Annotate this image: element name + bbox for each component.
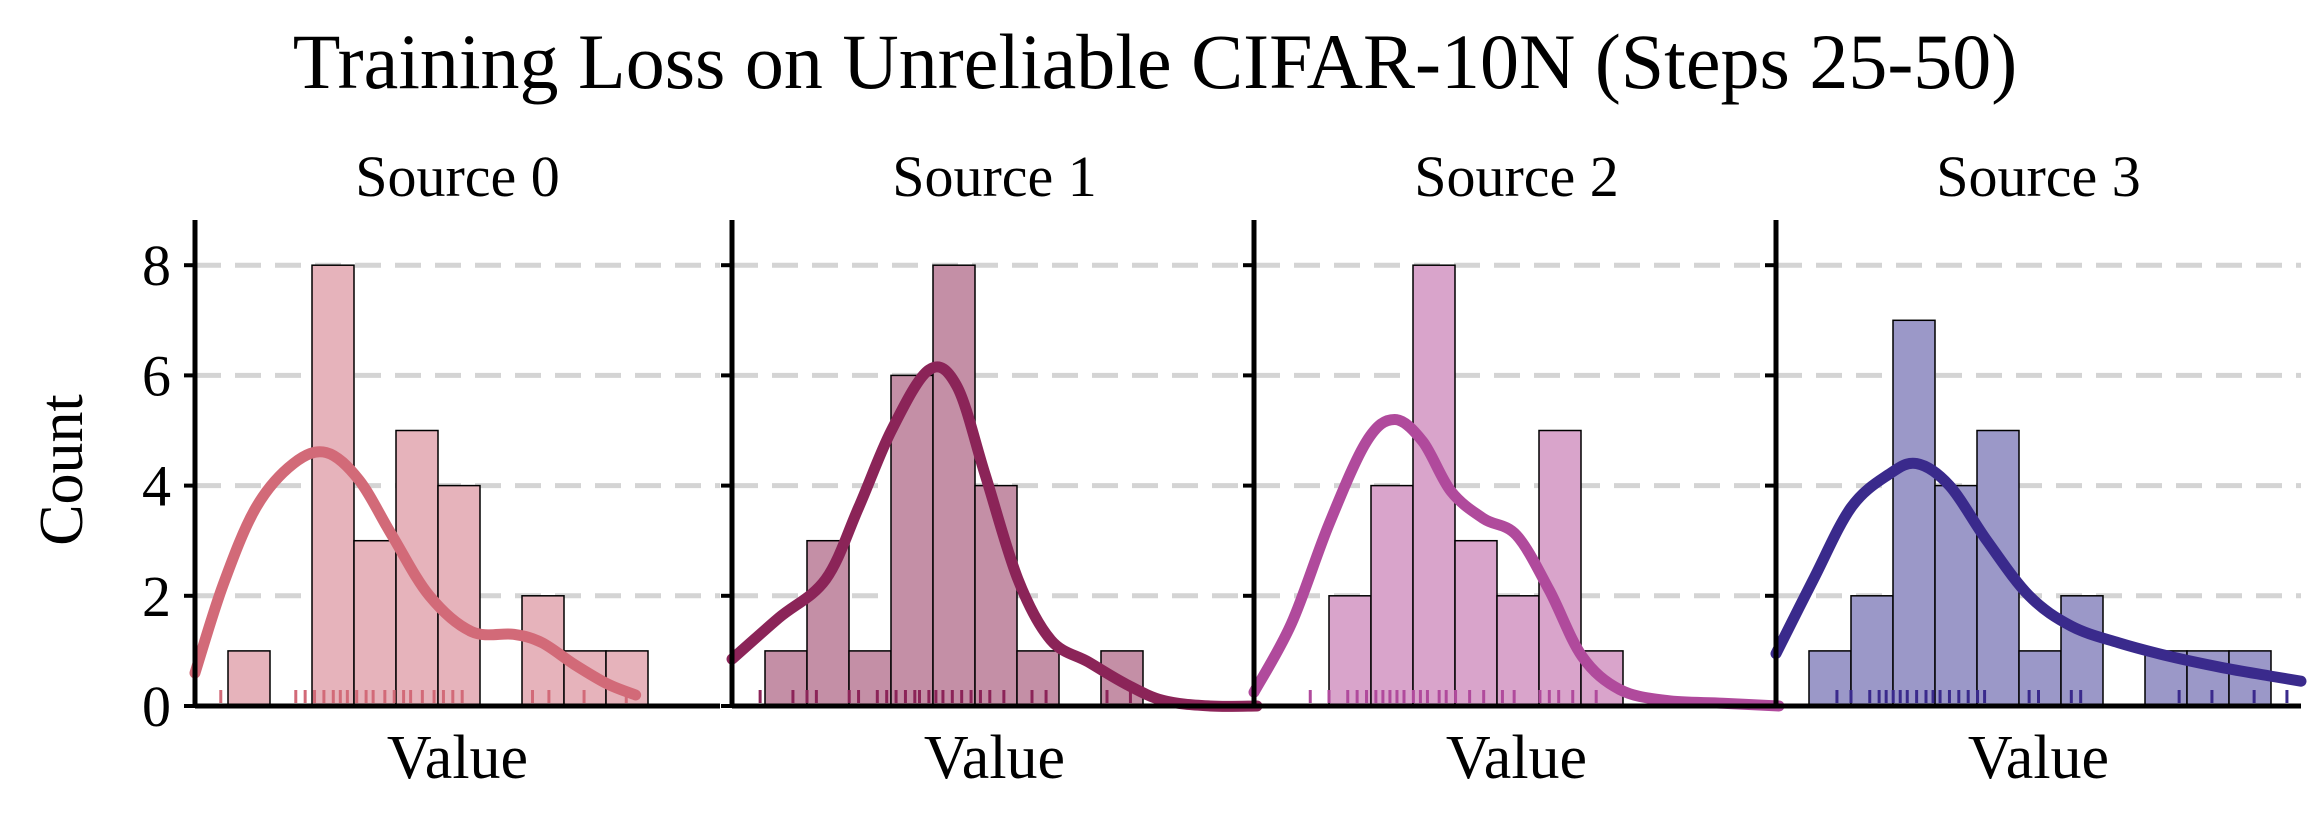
histogram-bar	[764, 650, 808, 707]
histogram-bar	[1850, 595, 1894, 707]
histogram-bar	[1892, 319, 1936, 707]
x-axis-label: Value	[387, 724, 528, 792]
panel-source-1: Source 1 Value	[721, 144, 1263, 792]
y-tick-label: 8	[142, 233, 171, 298]
histogram-bar	[311, 264, 355, 707]
y-tick-label: 0	[142, 674, 171, 739]
panel-source-3: Source 3 Value	[1765, 144, 2307, 792]
histogram-bar	[1496, 595, 1540, 707]
histogram-bar	[890, 374, 934, 707]
histogram-bar	[1454, 539, 1498, 707]
y-axis-label: Count	[28, 394, 96, 546]
histogram-bar	[1808, 650, 1852, 707]
histogram-bar	[1328, 595, 1372, 707]
panel-title: Source 3	[1936, 144, 2141, 209]
y-tick-label: 4	[142, 454, 171, 519]
panel-title: Source 1	[892, 144, 1097, 209]
kde-curve	[1770, 457, 2307, 687]
histogram-bar	[227, 650, 271, 707]
panel-source-0: 0 2 4 6 8 Source 0 Value	[142, 144, 720, 792]
panel-source-2: Source 2 Value	[1243, 144, 1785, 792]
x-axis-label: Value	[1968, 724, 2109, 792]
histogram-bar	[437, 484, 481, 707]
histogram-bar	[932, 264, 976, 707]
kde-curve	[1248, 413, 1785, 712]
figure-title: Training Loss on Unreliable CIFAR-10N (S…	[293, 18, 2018, 105]
panels-group: 0 2 4 6 8 Source 0 Value Source 1 Value Source 2 V…	[142, 144, 2307, 792]
histogram-bar	[1016, 650, 1060, 707]
histogram-bar	[353, 539, 397, 707]
y-tick-label: 2	[142, 564, 171, 629]
kde-curve	[189, 446, 642, 701]
x-axis-label: Value	[924, 724, 1065, 792]
kde-curve	[726, 361, 1263, 712]
panel-title: Source 0	[355, 144, 560, 209]
histogram-bar	[2060, 595, 2104, 707]
y-tick-label: 6	[142, 343, 171, 408]
histogram-bar	[848, 650, 892, 707]
panel-title: Source 2	[1414, 144, 1619, 209]
x-axis-label: Value	[1446, 724, 1587, 792]
histogram-bar	[1538, 429, 1582, 707]
histogram-bar	[1370, 484, 1414, 707]
